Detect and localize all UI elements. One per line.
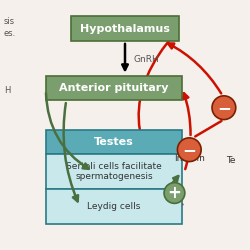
Text: Te: Te bbox=[226, 156, 236, 165]
Text: Inhibin: Inhibin bbox=[174, 154, 205, 163]
Circle shape bbox=[212, 96, 236, 120]
Text: H: H bbox=[4, 86, 10, 95]
Text: sis: sis bbox=[4, 17, 15, 26]
Text: +: + bbox=[168, 184, 181, 202]
Text: es.: es. bbox=[4, 29, 16, 38]
Text: Anterior pituitary: Anterior pituitary bbox=[59, 83, 168, 93]
Circle shape bbox=[164, 182, 185, 203]
Circle shape bbox=[178, 138, 201, 162]
FancyBboxPatch shape bbox=[46, 154, 182, 189]
Text: Sertoli cells facilitate
spermatogenesis: Sertoli cells facilitate spermatogenesis bbox=[66, 162, 162, 182]
Text: GnRH: GnRH bbox=[134, 55, 160, 64]
FancyBboxPatch shape bbox=[70, 16, 180, 41]
Text: Leydig cells: Leydig cells bbox=[87, 202, 141, 211]
Text: Testes: Testes bbox=[94, 137, 134, 147]
Text: −: − bbox=[182, 141, 196, 159]
FancyBboxPatch shape bbox=[46, 189, 182, 224]
Text: Hypothalamus: Hypothalamus bbox=[80, 24, 170, 34]
FancyBboxPatch shape bbox=[46, 130, 182, 154]
FancyBboxPatch shape bbox=[46, 76, 182, 100]
Text: −: − bbox=[217, 99, 231, 117]
